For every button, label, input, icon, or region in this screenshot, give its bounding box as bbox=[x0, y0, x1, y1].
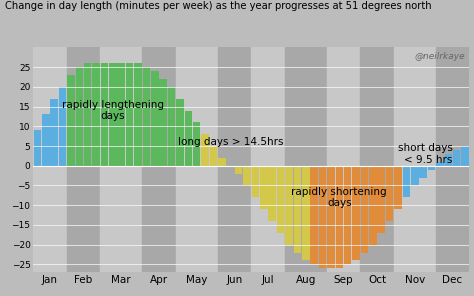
Bar bbox=[176, 47, 218, 272]
Bar bbox=[310, 166, 318, 264]
Bar bbox=[251, 47, 285, 272]
Bar bbox=[134, 63, 142, 166]
Bar bbox=[100, 47, 142, 272]
Text: Change in day length (minutes per week) as the year progresses at 51 degrees nor: Change in day length (minutes per week) … bbox=[5, 1, 431, 12]
Bar bbox=[377, 166, 385, 233]
Bar bbox=[218, 158, 226, 166]
Bar bbox=[394, 166, 402, 209]
Bar bbox=[34, 130, 41, 166]
Bar bbox=[33, 47, 67, 272]
Bar bbox=[402, 166, 410, 197]
Text: short days
< 9.5 hrs: short days < 9.5 hrs bbox=[398, 143, 453, 165]
Bar bbox=[260, 166, 267, 209]
Bar bbox=[201, 134, 209, 166]
Bar bbox=[268, 166, 276, 221]
Bar bbox=[210, 146, 217, 166]
Bar bbox=[436, 47, 469, 272]
Bar bbox=[67, 47, 100, 272]
Bar bbox=[285, 166, 293, 245]
Bar bbox=[461, 146, 469, 166]
Bar bbox=[436, 162, 444, 166]
Bar bbox=[92, 63, 100, 166]
Bar bbox=[428, 166, 435, 170]
Text: long days > 14.5hrs: long days > 14.5hrs bbox=[177, 137, 283, 147]
Bar bbox=[126, 63, 133, 166]
Text: rapidly shortening
days: rapidly shortening days bbox=[292, 186, 387, 208]
Bar bbox=[360, 47, 394, 272]
Bar bbox=[243, 166, 251, 186]
Bar bbox=[419, 166, 427, 178]
Bar bbox=[293, 166, 301, 252]
Bar bbox=[411, 166, 419, 186]
Bar bbox=[453, 150, 460, 166]
Bar bbox=[285, 47, 327, 272]
Bar bbox=[168, 87, 175, 166]
Bar bbox=[369, 166, 376, 245]
Text: rapidly lengthening
days: rapidly lengthening days bbox=[62, 100, 164, 121]
Bar bbox=[59, 87, 66, 166]
Bar bbox=[319, 166, 326, 268]
Bar bbox=[302, 166, 310, 260]
Bar bbox=[109, 63, 117, 166]
Bar bbox=[142, 47, 176, 272]
Bar bbox=[344, 166, 351, 264]
Bar bbox=[84, 63, 91, 166]
Bar bbox=[42, 115, 49, 166]
Bar bbox=[361, 166, 368, 252]
Bar bbox=[394, 47, 436, 272]
Bar bbox=[176, 99, 184, 166]
Bar bbox=[143, 67, 150, 166]
Bar bbox=[118, 63, 125, 166]
Bar bbox=[235, 166, 242, 174]
Bar bbox=[50, 99, 58, 166]
Bar bbox=[352, 166, 360, 260]
Bar bbox=[100, 63, 108, 166]
Bar bbox=[151, 71, 158, 166]
Bar bbox=[252, 166, 259, 197]
Text: @neilrkaye: @neilrkaye bbox=[414, 52, 465, 61]
Bar bbox=[159, 79, 167, 166]
Bar bbox=[386, 166, 393, 221]
Bar bbox=[75, 67, 83, 166]
Bar bbox=[336, 166, 343, 268]
Bar bbox=[67, 75, 75, 166]
Bar bbox=[193, 122, 201, 166]
Bar bbox=[218, 47, 251, 272]
Bar bbox=[184, 110, 192, 166]
Bar bbox=[277, 166, 284, 233]
Bar bbox=[327, 47, 360, 272]
Bar bbox=[445, 154, 452, 166]
Bar bbox=[327, 166, 335, 268]
